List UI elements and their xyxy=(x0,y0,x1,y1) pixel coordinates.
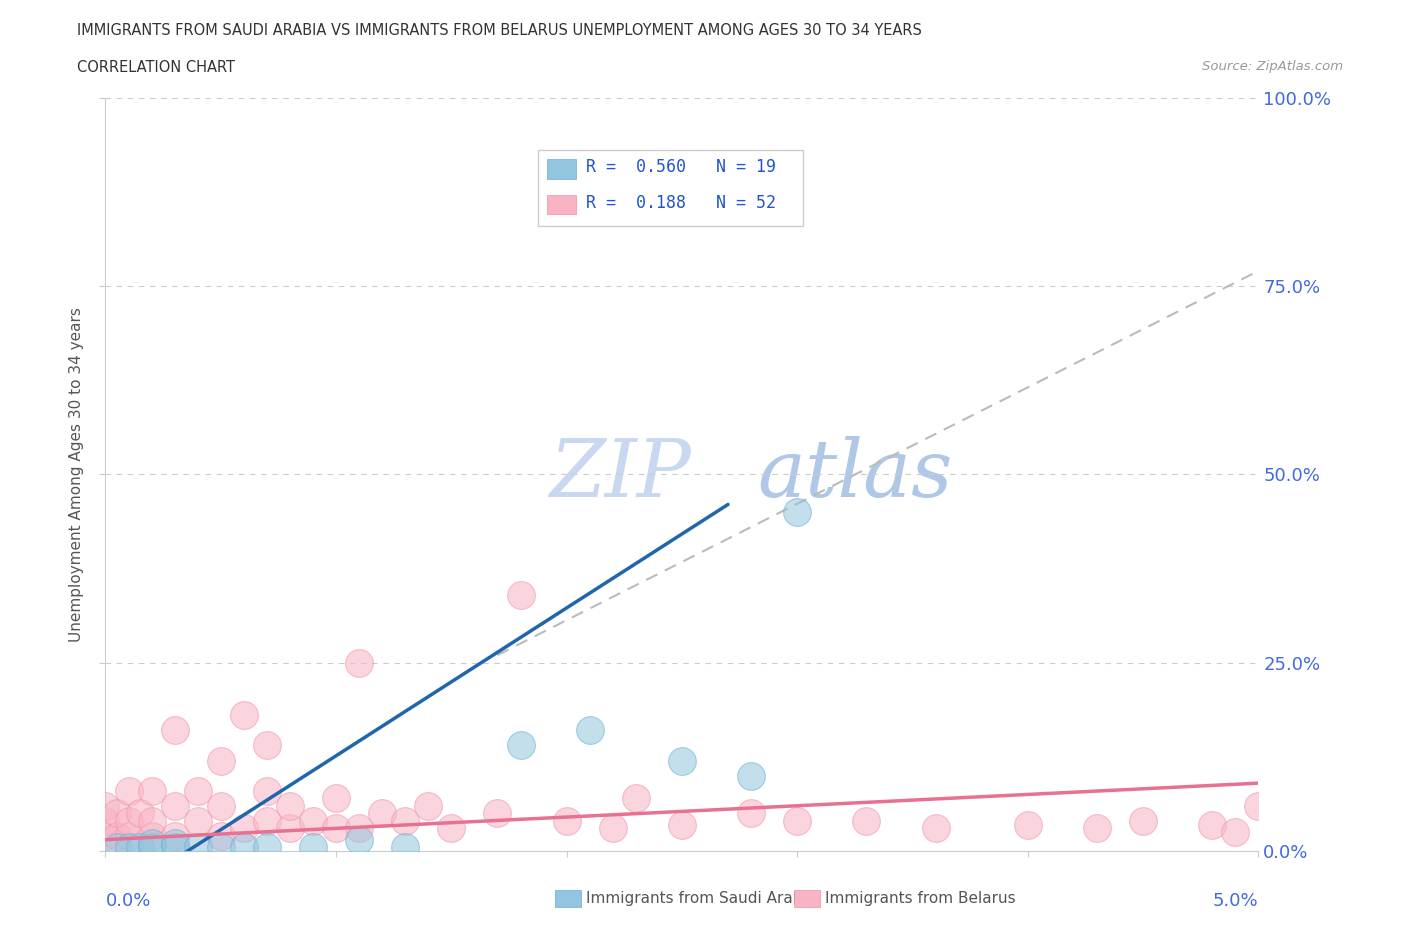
Text: 0.0%: 0.0% xyxy=(105,893,150,910)
Point xyxy=(786,504,808,519)
Text: atlas: atlas xyxy=(756,435,952,513)
Point xyxy=(163,836,186,851)
Point xyxy=(671,753,693,768)
Point xyxy=(740,768,762,783)
Point xyxy=(256,738,278,753)
Point xyxy=(187,783,209,798)
Point xyxy=(163,798,186,813)
Point xyxy=(371,805,394,821)
Point xyxy=(209,798,232,813)
Point xyxy=(141,840,163,855)
Point xyxy=(232,708,254,723)
Point xyxy=(117,840,139,855)
Point xyxy=(163,723,186,737)
Point xyxy=(555,814,578,829)
Point xyxy=(105,829,128,844)
Point xyxy=(256,783,278,798)
Point xyxy=(209,829,232,844)
Point xyxy=(232,821,254,836)
Point xyxy=(117,829,139,844)
Point xyxy=(187,814,209,829)
FancyBboxPatch shape xyxy=(547,159,576,179)
Point xyxy=(278,798,301,813)
Point xyxy=(94,829,117,844)
Point xyxy=(1225,825,1247,840)
Point xyxy=(232,840,254,855)
Point xyxy=(117,783,139,798)
Text: ZIP: ZIP xyxy=(550,435,692,513)
FancyBboxPatch shape xyxy=(538,151,803,226)
Point xyxy=(1201,817,1223,832)
Point xyxy=(786,814,808,829)
Point xyxy=(163,840,186,855)
Point xyxy=(671,817,693,832)
Y-axis label: Unemployment Among Ages 30 to 34 years: Unemployment Among Ages 30 to 34 years xyxy=(69,307,84,642)
Point xyxy=(509,738,531,753)
Point xyxy=(486,805,509,821)
Point xyxy=(256,814,278,829)
Point xyxy=(347,821,370,836)
Point xyxy=(347,832,370,847)
Point xyxy=(1017,817,1039,832)
Point xyxy=(94,798,117,813)
Point xyxy=(1247,798,1270,813)
Text: R =  0.188   N = 52: R = 0.188 N = 52 xyxy=(586,194,776,212)
FancyBboxPatch shape xyxy=(547,194,576,215)
Point xyxy=(105,840,128,855)
Point xyxy=(325,821,347,836)
Point xyxy=(509,588,531,603)
Point xyxy=(278,821,301,836)
Point xyxy=(94,814,117,829)
Point xyxy=(129,805,152,821)
Point xyxy=(325,790,347,805)
Text: R =  0.560   N = 19: R = 0.560 N = 19 xyxy=(586,158,776,176)
Text: IMMIGRANTS FROM SAUDI ARABIA VS IMMIGRANTS FROM BELARUS UNEMPLOYMENT AMONG AGES : IMMIGRANTS FROM SAUDI ARABIA VS IMMIGRAN… xyxy=(77,23,922,38)
Point xyxy=(187,840,209,855)
Point xyxy=(105,805,128,821)
Point xyxy=(855,814,877,829)
Text: CORRELATION CHART: CORRELATION CHART xyxy=(77,60,235,75)
Point xyxy=(440,821,463,836)
Point xyxy=(302,840,325,855)
Text: Immigrants from Belarus: Immigrants from Belarus xyxy=(825,891,1017,906)
Point xyxy=(302,814,325,829)
Point xyxy=(624,790,647,805)
Point xyxy=(602,821,624,836)
Text: 5.0%: 5.0% xyxy=(1213,893,1258,910)
Point xyxy=(924,821,946,836)
Point xyxy=(1085,821,1108,836)
Point xyxy=(394,814,416,829)
Point xyxy=(141,836,163,851)
Text: Source: ZipAtlas.com: Source: ZipAtlas.com xyxy=(1202,60,1343,73)
Point xyxy=(347,656,370,671)
Point xyxy=(418,798,440,813)
Point xyxy=(209,840,232,855)
Point xyxy=(394,840,416,855)
Text: Immigrants from Saudi Arabia: Immigrants from Saudi Arabia xyxy=(586,891,817,906)
Point xyxy=(117,814,139,829)
Point xyxy=(129,840,152,855)
Point xyxy=(141,829,163,844)
Point xyxy=(141,814,163,829)
Point xyxy=(163,829,186,844)
Point xyxy=(578,723,600,737)
Point xyxy=(1132,814,1154,829)
Point xyxy=(740,805,762,821)
Point xyxy=(141,783,163,798)
Point xyxy=(256,840,278,855)
Point xyxy=(209,753,232,768)
